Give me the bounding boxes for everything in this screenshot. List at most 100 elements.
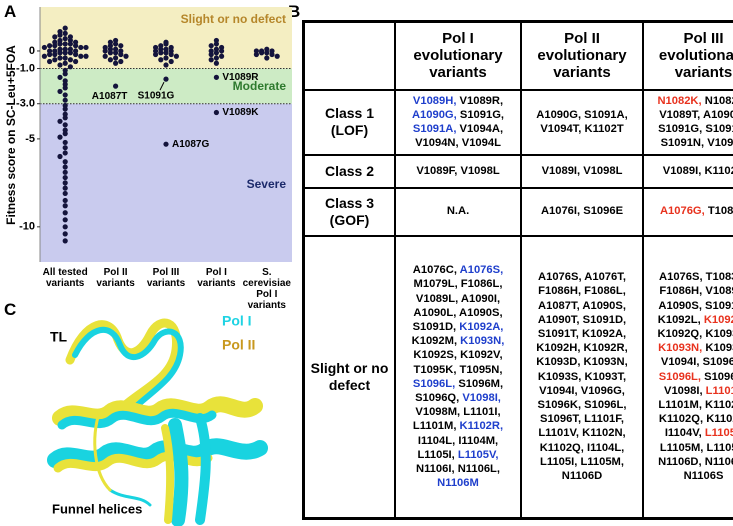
data-point	[208, 51, 214, 58]
data-point	[62, 115, 68, 121]
variant: K1092S,	[413, 349, 457, 362]
variant: L1101V,	[538, 427, 579, 440]
variant: T1095K,	[413, 363, 457, 376]
y-tick-label: -1.0	[16, 62, 35, 74]
variant: A1090G,	[536, 108, 582, 121]
point-label: A1087T	[92, 91, 128, 102]
variant: S1091A,	[412, 123, 457, 135]
variant: V1096G,	[580, 384, 625, 397]
variant: V1094I,	[539, 384, 578, 397]
region	[40, 68, 292, 104]
data-point	[219, 48, 225, 54]
variant: N1106D	[561, 470, 603, 483]
variant: A1090I,	[460, 292, 501, 305]
y-tick-label: -10	[19, 221, 35, 233]
variant: V1094L	[461, 137, 501, 150]
x-tick-label: Pol I variants	[197, 267, 236, 289]
panel-label: C	[4, 300, 17, 319]
data-point	[41, 44, 48, 51]
data-point	[62, 36, 68, 42]
variant: V1094N,	[415, 137, 459, 150]
variant: S1091D,	[412, 320, 457, 333]
data-point	[213, 50, 219, 56]
variant: N1106M	[437, 477, 479, 490]
variant: I1104M,	[458, 434, 499, 447]
variant: L1105V,	[457, 448, 499, 461]
variant: A1076I,	[540, 205, 581, 218]
variant: S1091A,	[705, 123, 733, 135]
variant: V1089T,	[659, 108, 701, 121]
row-label: Class 1 (LOF)	[302, 88, 396, 156]
variant: S1091G,	[658, 123, 703, 135]
variant: A1090G,	[411, 108, 457, 121]
variant: K1092M,	[703, 313, 733, 326]
variant-cell: A1076G, T1080V	[642, 186, 733, 237]
variant: S1091D,	[705, 299, 733, 312]
variant: K1102R,	[459, 420, 504, 433]
data-point	[107, 57, 113, 63]
variant: A1076G,	[659, 205, 705, 218]
variant-table: Pol I evolutionary variants Pol II evolut…	[302, 20, 733, 520]
variant: S1096L,	[412, 377, 456, 390]
variant: K1093S,	[537, 370, 582, 383]
variant: A1090G,	[702, 108, 733, 121]
variant: K1092R,	[583, 342, 628, 355]
variant: N1082Q,	[704, 94, 733, 107]
variant: N1106I,	[416, 462, 455, 475]
variant: L1101M,	[412, 420, 457, 433]
point-label: V1089R	[222, 72, 259, 83]
variant: L1105I,	[540, 455, 578, 468]
data-point	[67, 41, 73, 47]
variant: K1092V,	[460, 349, 503, 362]
data-point	[62, 231, 68, 237]
header-cell: Pol I evolutionary variants	[394, 20, 522, 91]
variant: A1076S,	[459, 264, 504, 277]
structure-panel: TL Pol I Pol II Funnel helices	[47, 313, 268, 526]
variant: K1093N,	[658, 342, 703, 355]
variant: S1096E	[583, 205, 624, 218]
data-point	[163, 62, 169, 68]
variant-cell: V1089I, K1102E	[642, 153, 733, 189]
variant: L1105M,	[580, 455, 624, 468]
data-point	[62, 145, 68, 151]
variant: V1089L,	[415, 292, 459, 305]
header-cell: Pol III evolutionary variants	[642, 20, 733, 91]
y-tick-label: -5	[25, 133, 35, 145]
data-point	[274, 53, 280, 59]
data-point	[73, 58, 79, 65]
table-row: Class 2 V1089F, V1098L V1089I, V1098L V10…	[302, 153, 733, 189]
data-point	[102, 53, 108, 59]
variant-cell: V1089I, V1098L	[520, 153, 644, 189]
data-point	[62, 85, 68, 91]
data-point	[123, 53, 129, 59]
data-point	[52, 34, 58, 40]
data-point	[62, 25, 68, 31]
variant: L1105V,	[706, 441, 733, 454]
x-tick-label: Pol II variants	[96, 267, 135, 289]
variant: N1082K,	[657, 94, 702, 107]
label-arrow	[159, 81, 165, 91]
data-point	[62, 131, 68, 137]
data-point	[168, 51, 174, 58]
variant: K1102V,	[706, 413, 733, 426]
strip-chart: Fitness score on SC-Leu+5FOA Slight or n…	[4, 7, 292, 262]
data-point	[168, 58, 174, 65]
data-point	[62, 238, 68, 244]
variant: T1083S,	[705, 271, 733, 284]
helix-label: Funnel helices	[52, 501, 142, 516]
data-point	[158, 57, 164, 63]
region-label: Slight or no defect	[181, 12, 286, 26]
variant: V1098M,	[415, 406, 461, 419]
variant: S1091G,	[459, 108, 505, 121]
data-point	[73, 43, 79, 49]
data-point	[219, 53, 225, 59]
data-point	[113, 60, 119, 66]
table-row: Class 3 (GOF) N.A. A1076I, S1096E A1076G,…	[302, 186, 733, 237]
variant: K1102Q,	[658, 413, 704, 426]
x-tick-label: S. cerevisiae Pol I variants	[242, 267, 291, 311]
variant: A1076C,	[412, 264, 457, 277]
row-label: Class 2	[302, 153, 396, 189]
variant: L1105I,	[704, 427, 733, 440]
data-point	[208, 43, 214, 49]
